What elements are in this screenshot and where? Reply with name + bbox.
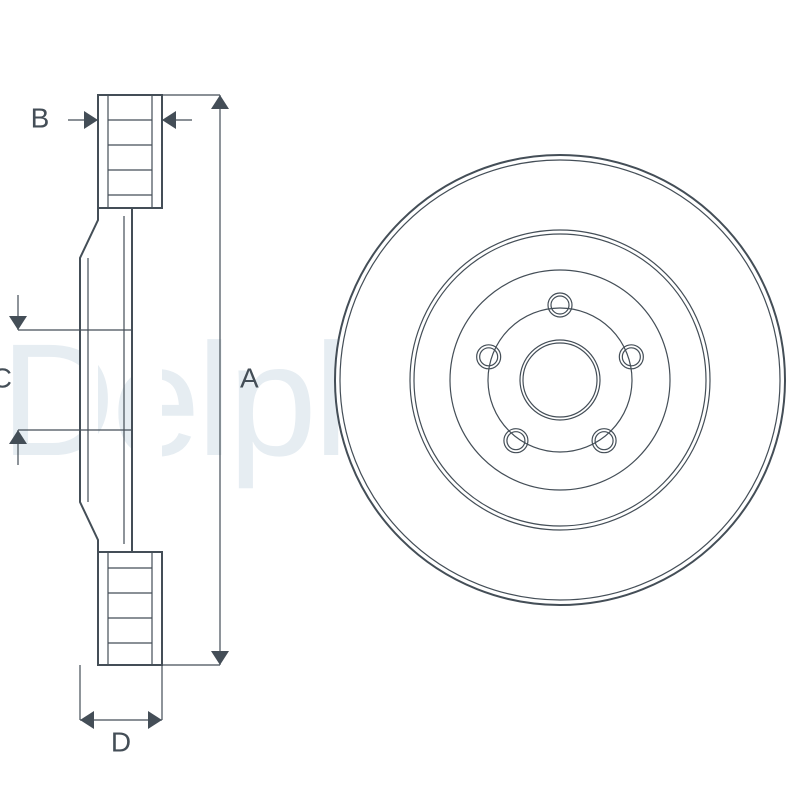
svg-text:A: A bbox=[240, 362, 259, 393]
side-view bbox=[80, 95, 162, 665]
svg-text:C: C bbox=[0, 362, 12, 393]
diagram-svg: A B C D bbox=[0, 0, 800, 800]
svg-text:B: B bbox=[31, 102, 50, 133]
svg-text:D: D bbox=[111, 726, 131, 757]
diagram-stage: A B C D bbox=[0, 0, 800, 800]
front-view bbox=[335, 155, 785, 605]
